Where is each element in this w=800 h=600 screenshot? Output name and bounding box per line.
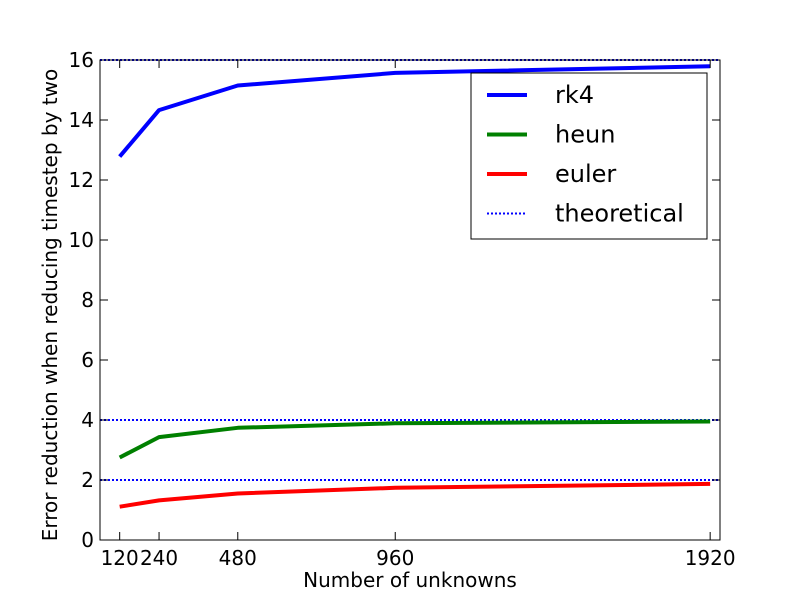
y-axis: 0 2 4 6 8 10 12 14 16 bbox=[69, 48, 720, 552]
legend-label-rk4: rk4 bbox=[555, 81, 594, 109]
y-tick-label: 0 bbox=[81, 528, 94, 552]
y-tick-label: 14 bbox=[69, 108, 94, 132]
y-axis-label: Error reduction when reducing timestep b… bbox=[38, 69, 62, 541]
series-line-euler bbox=[119, 481, 711, 509]
legend: rk4 heun euler theoretical bbox=[470, 72, 708, 240]
y-tick-label: 10 bbox=[69, 228, 94, 252]
y-tick-label: 2 bbox=[81, 468, 94, 492]
y-tick-label: 4 bbox=[81, 408, 94, 432]
y-tick-label: 8 bbox=[81, 288, 94, 312]
series-line-heun bbox=[118, 419, 711, 460]
y-tick-label: 12 bbox=[69, 168, 94, 192]
legend-box bbox=[470, 72, 708, 240]
y-tick-label: 16 bbox=[69, 48, 94, 72]
y-tick-label: 6 bbox=[81, 348, 94, 372]
x-axis-label: Number of unknowns bbox=[303, 568, 517, 592]
legend-label-theoretical: theoretical bbox=[555, 200, 684, 228]
x-tick-label: 480 bbox=[219, 546, 257, 570]
legend-label-heun: heun bbox=[555, 121, 615, 149]
x-axis: 120 240 480 960 1920 bbox=[101, 60, 736, 570]
x-tick-label: 960 bbox=[376, 546, 414, 570]
x-tick-label: 240 bbox=[140, 546, 178, 570]
legend-label-euler: euler bbox=[555, 160, 616, 188]
series-lines bbox=[118, 64, 711, 509]
x-tick-label: 120 bbox=[101, 546, 139, 570]
x-tick-label: 1920 bbox=[685, 546, 736, 570]
